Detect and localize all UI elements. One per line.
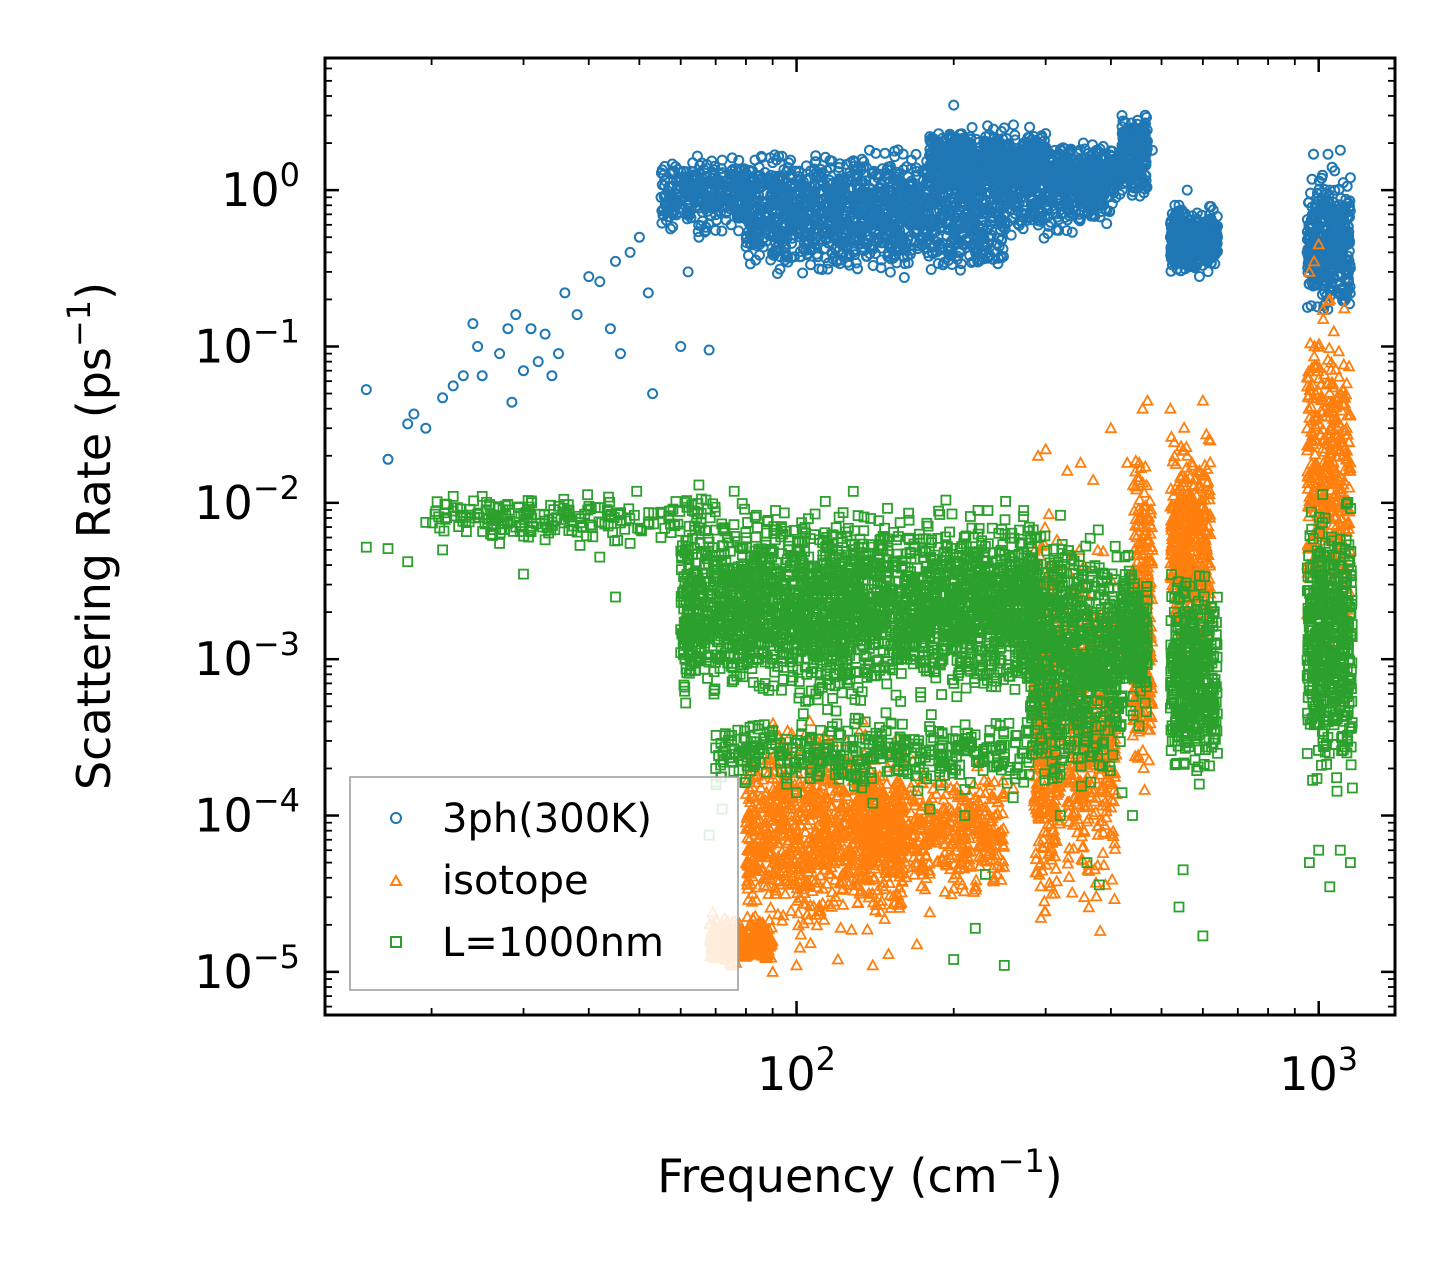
circle-point: [1005, 229, 1017, 241]
circle-point: [666, 158, 678, 170]
circle-point: [706, 155, 718, 167]
data-points-layer: [360, 99, 1358, 977]
circle-point: [1066, 226, 1078, 238]
circle-point: [716, 225, 728, 237]
circle-point: [709, 160, 721, 172]
series-0-points: [360, 99, 1356, 465]
circle-point: [665, 223, 677, 235]
circle-point: [847, 155, 859, 167]
